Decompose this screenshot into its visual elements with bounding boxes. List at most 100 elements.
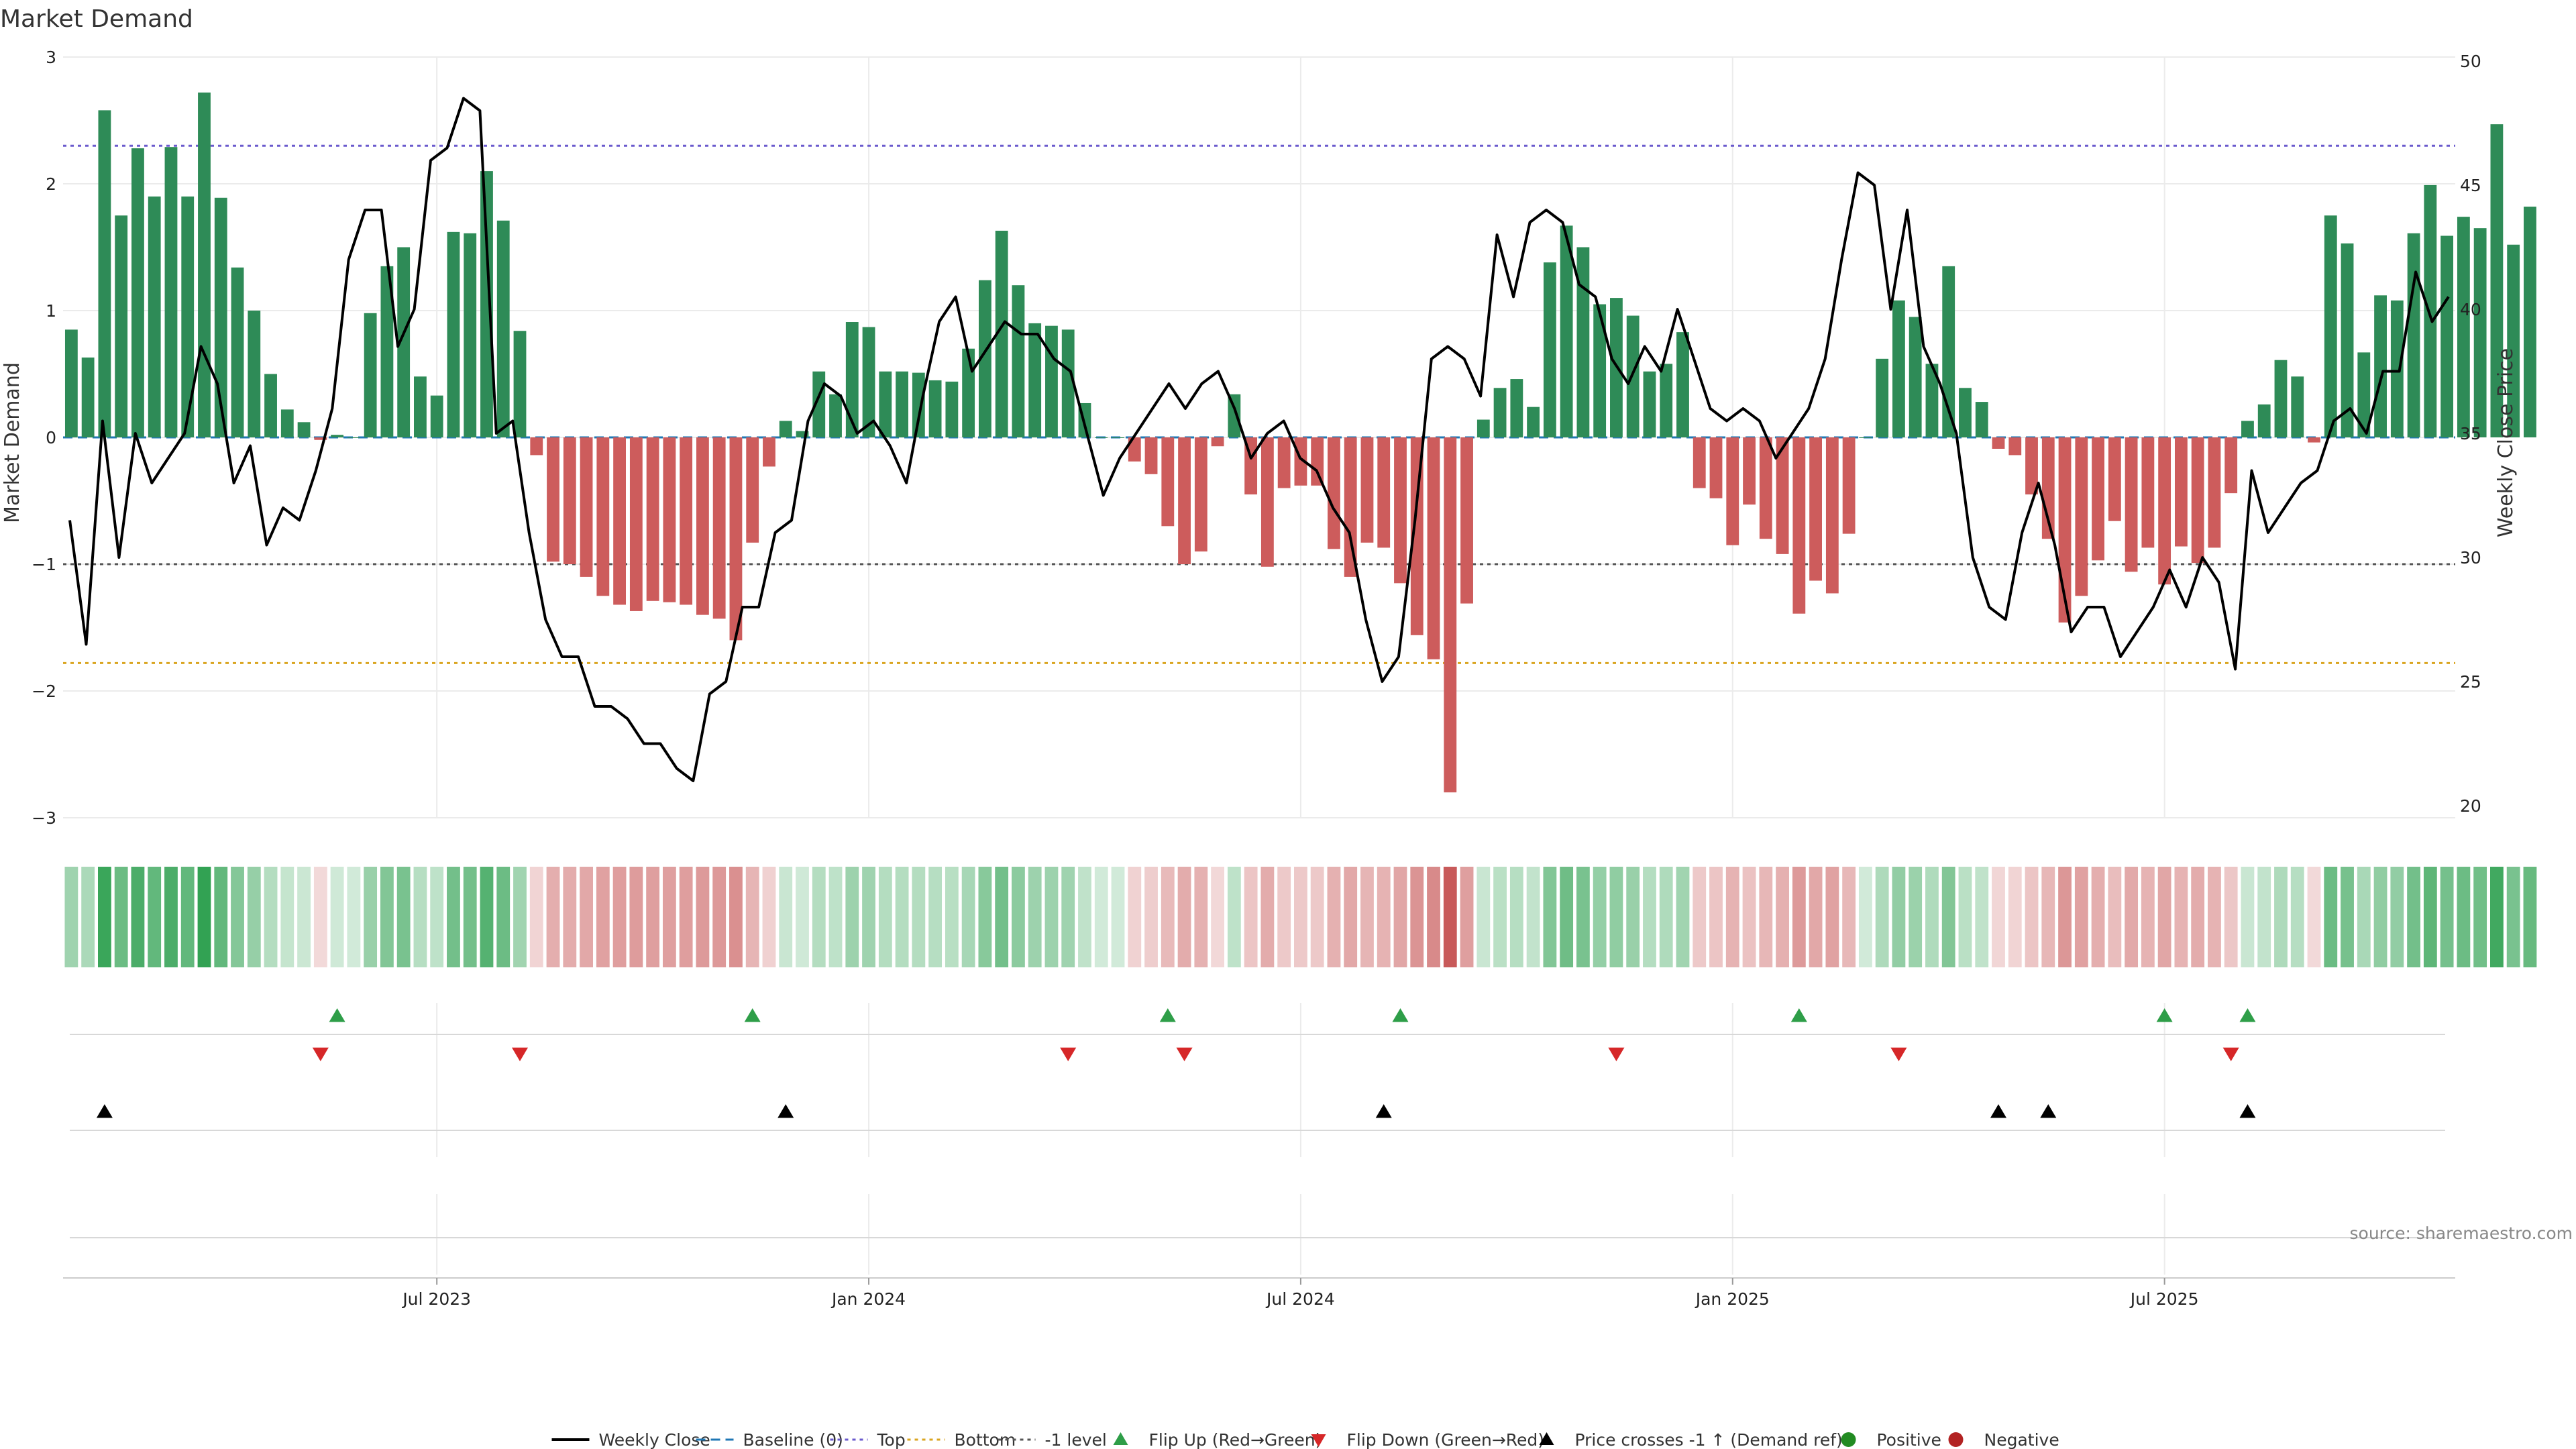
heat-cell bbox=[1709, 867, 1723, 967]
demand-bar bbox=[1543, 262, 1556, 437]
demand-bar bbox=[496, 220, 510, 437]
demand-bar bbox=[646, 437, 659, 601]
demand-bar bbox=[1012, 285, 1025, 437]
demand-bar bbox=[862, 327, 875, 437]
heat-cell bbox=[2224, 867, 2238, 967]
demand-bar bbox=[2490, 124, 2504, 438]
demand-bar bbox=[1693, 437, 1706, 488]
demand-bar bbox=[2108, 437, 2121, 521]
demand-bar bbox=[1460, 437, 1473, 604]
y-tick-label: 0 bbox=[46, 428, 56, 447]
heat-cell bbox=[264, 867, 278, 967]
demand-bar bbox=[2390, 300, 2404, 437]
heat-cell bbox=[1892, 867, 1906, 967]
demand-bar bbox=[1576, 247, 1590, 437]
heat-cell bbox=[1344, 867, 1358, 967]
demand-bar bbox=[580, 437, 593, 577]
legend-item: Negative bbox=[1948, 1430, 2059, 1449]
demand-bar bbox=[962, 348, 975, 437]
demand-bar bbox=[1643, 371, 1656, 437]
demand-bar bbox=[680, 437, 693, 605]
heat-cell bbox=[596, 867, 610, 967]
heat-cell bbox=[1393, 867, 1407, 967]
x-tick-label: Jan 2025 bbox=[1695, 1289, 1770, 1309]
legend-label: Flip Down (Green→Red) bbox=[1347, 1430, 1545, 1449]
flip-up-marker bbox=[1159, 1008, 1176, 1022]
demand-bar bbox=[1028, 323, 1042, 437]
y-right-tick-label: 20 bbox=[2460, 796, 2481, 816]
demand-bar bbox=[1527, 407, 1540, 437]
demand-bar bbox=[2025, 437, 2038, 495]
heat-cell bbox=[1078, 867, 1091, 967]
heat-cell bbox=[796, 867, 809, 967]
heat-cell bbox=[131, 867, 145, 967]
heat-cell bbox=[845, 867, 859, 967]
heat-cell bbox=[2208, 867, 2221, 967]
heat-cell bbox=[1693, 867, 1707, 967]
heat-cell bbox=[961, 867, 975, 967]
heat-cell bbox=[2257, 867, 2271, 967]
price-cross-marker bbox=[96, 1104, 113, 1118]
heat-cell bbox=[2058, 867, 2072, 967]
heat-cell bbox=[1809, 867, 1823, 967]
heat-cell bbox=[529, 867, 543, 967]
heat-cell bbox=[1825, 867, 1839, 967]
heat-cell bbox=[1360, 867, 1374, 967]
heat-cell bbox=[978, 867, 992, 967]
flip-down-marker bbox=[2222, 1047, 2239, 1061]
heat-cell bbox=[1742, 867, 1756, 967]
heat-cell bbox=[480, 867, 494, 967]
demand-bar bbox=[547, 437, 559, 562]
demand-bar bbox=[2440, 235, 2454, 437]
legend-label: -1 level bbox=[1045, 1430, 1107, 1449]
demand-bar bbox=[2274, 360, 2288, 437]
demand-bar bbox=[1444, 437, 1457, 793]
heat-cell bbox=[1161, 867, 1175, 967]
legend-item: Flip Down (Green→Red) bbox=[1311, 1430, 1545, 1449]
price-cross-marker bbox=[1990, 1104, 2006, 1118]
demand-bar bbox=[1061, 329, 1075, 437]
demand-bar bbox=[995, 230, 1008, 437]
weekly-close-path bbox=[68, 97, 2450, 782]
heat-cell bbox=[164, 867, 178, 967]
demand-bar bbox=[2158, 437, 2171, 585]
heat-cell bbox=[1144, 867, 1158, 967]
demand-bar bbox=[712, 437, 726, 619]
demand-bar bbox=[1510, 379, 1523, 437]
demand-bar bbox=[447, 231, 460, 437]
demand-bar bbox=[2341, 243, 2354, 437]
demand-bar bbox=[779, 421, 792, 437]
demand-bar bbox=[1410, 437, 1424, 635]
legend-swatch bbox=[1311, 1434, 1326, 1447]
heat-cell bbox=[729, 867, 743, 967]
x-tick-label: Jul 2023 bbox=[401, 1289, 471, 1309]
demand-bar bbox=[1377, 437, 1391, 548]
heat-cell bbox=[779, 867, 793, 967]
heat-cell bbox=[1759, 867, 1773, 967]
legend-item: Positive bbox=[1841, 1430, 1941, 1449]
heat-cell bbox=[1310, 867, 1324, 967]
heat-cell bbox=[563, 867, 577, 967]
heat-cell bbox=[1909, 867, 1923, 967]
y-axis-left-label: Market Demand bbox=[1, 362, 24, 523]
y-right-tick-label: 50 bbox=[2460, 52, 2481, 71]
flip-up-marker bbox=[329, 1008, 345, 1022]
demand-bar bbox=[1859, 437, 1872, 438]
heat-cell bbox=[2407, 867, 2420, 967]
demand-bar bbox=[1228, 394, 1241, 437]
flip-down-marker bbox=[512, 1047, 529, 1061]
heat-cell bbox=[1194, 867, 1208, 967]
heat-cell bbox=[2490, 867, 2504, 967]
demand-bar bbox=[1095, 437, 1108, 438]
demand-bar bbox=[1792, 437, 1806, 614]
legend-label: Top bbox=[877, 1430, 906, 1449]
heat-cell bbox=[330, 867, 344, 967]
heat-cell bbox=[380, 867, 394, 967]
heat-cell bbox=[2241, 867, 2255, 967]
demand-bar bbox=[879, 371, 892, 437]
heat-cell bbox=[1776, 867, 1789, 967]
heat-cell bbox=[1477, 867, 1491, 967]
heat-cell bbox=[1842, 867, 1856, 967]
demand-bar bbox=[2092, 437, 2104, 561]
heat-cell bbox=[1576, 867, 1590, 967]
